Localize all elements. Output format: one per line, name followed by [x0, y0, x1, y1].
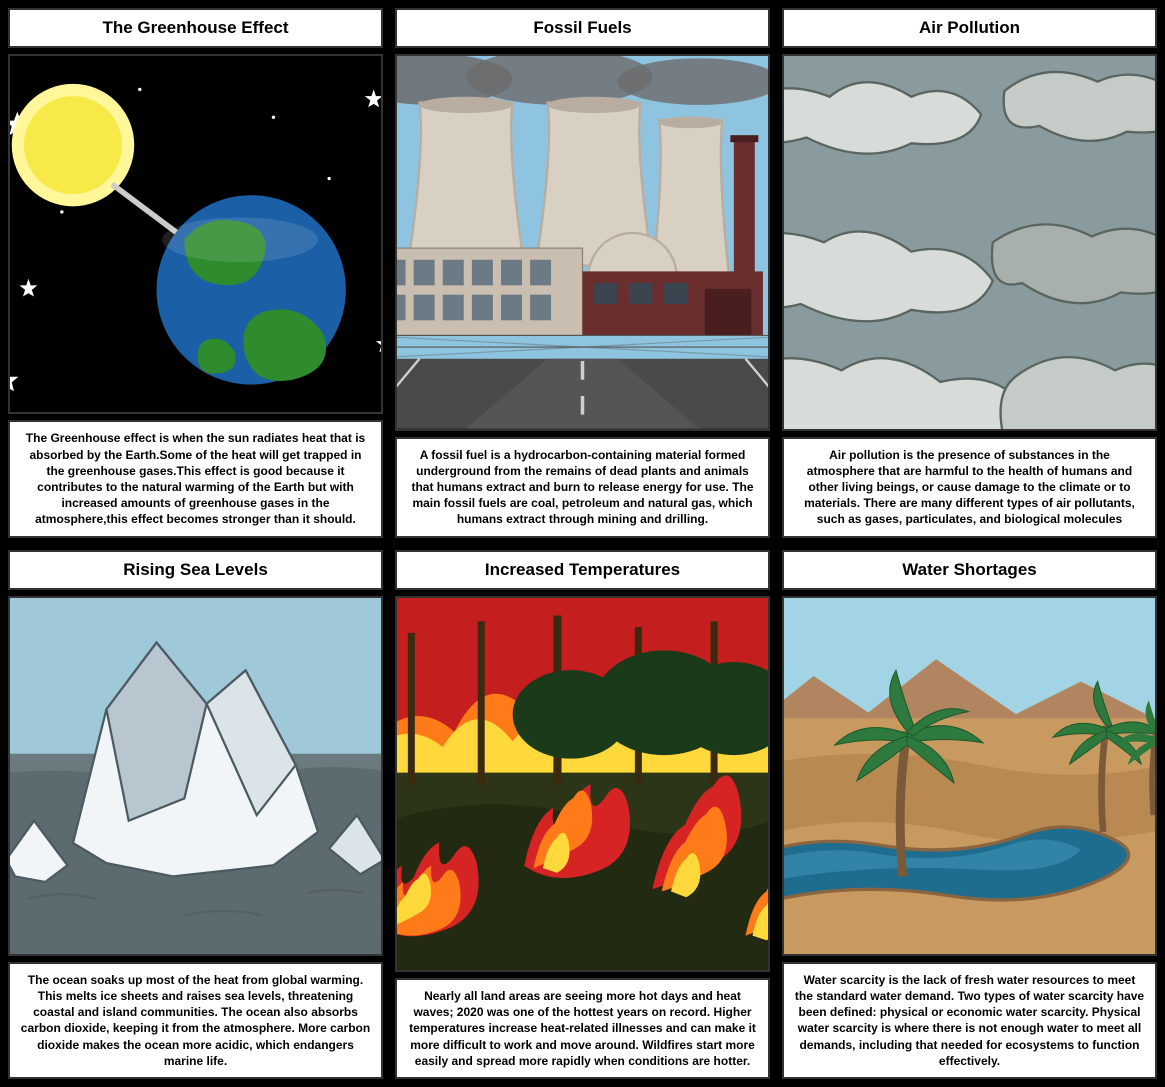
- panel-title: The Greenhouse Effect: [8, 8, 383, 48]
- panel-title: Air Pollution: [782, 8, 1157, 48]
- panel-illustration-iceberg: [8, 596, 383, 956]
- panel-illustration-greenhouse: [8, 54, 383, 414]
- panel-description: A fossil fuel is a hydrocarbon-containin…: [395, 437, 770, 538]
- panel-illustration-powerplant: [395, 54, 770, 431]
- panel-water-shortages: Water Shortages: [782, 550, 1157, 1080]
- panel-illustration-smog: [782, 54, 1157, 431]
- panel-sea-levels: Rising Sea Levels: [8, 550, 383, 1080]
- storyboard-grid: The Greenhouse Effect: [8, 8, 1157, 1079]
- panel-illustration-desert: [782, 596, 1157, 956]
- panel-title: Increased Temperatures: [395, 550, 770, 590]
- panel-air-pollution: Air Pollution Air pollution is the prese…: [782, 8, 1157, 538]
- panel-description: The Greenhouse effect is when the sun ra…: [8, 420, 383, 537]
- panel-greenhouse: The Greenhouse Effect: [8, 8, 383, 538]
- panel-title: Water Shortages: [782, 550, 1157, 590]
- panel-fossil-fuels: Fossil Fuels: [395, 8, 770, 538]
- panel-temperatures: Increased Temperatures: [395, 550, 770, 1080]
- panel-illustration-wildfire: [395, 596, 770, 973]
- panel-description: The ocean soaks up most of the heat from…: [8, 962, 383, 1079]
- panel-description: Water scarcity is the lack of fresh wate…: [782, 962, 1157, 1079]
- panel-title: Fossil Fuels: [395, 8, 770, 48]
- panel-description: Air pollution is the presence of substan…: [782, 437, 1157, 538]
- panel-description: Nearly all land areas are seeing more ho…: [395, 978, 770, 1079]
- panel-title: Rising Sea Levels: [8, 550, 383, 590]
